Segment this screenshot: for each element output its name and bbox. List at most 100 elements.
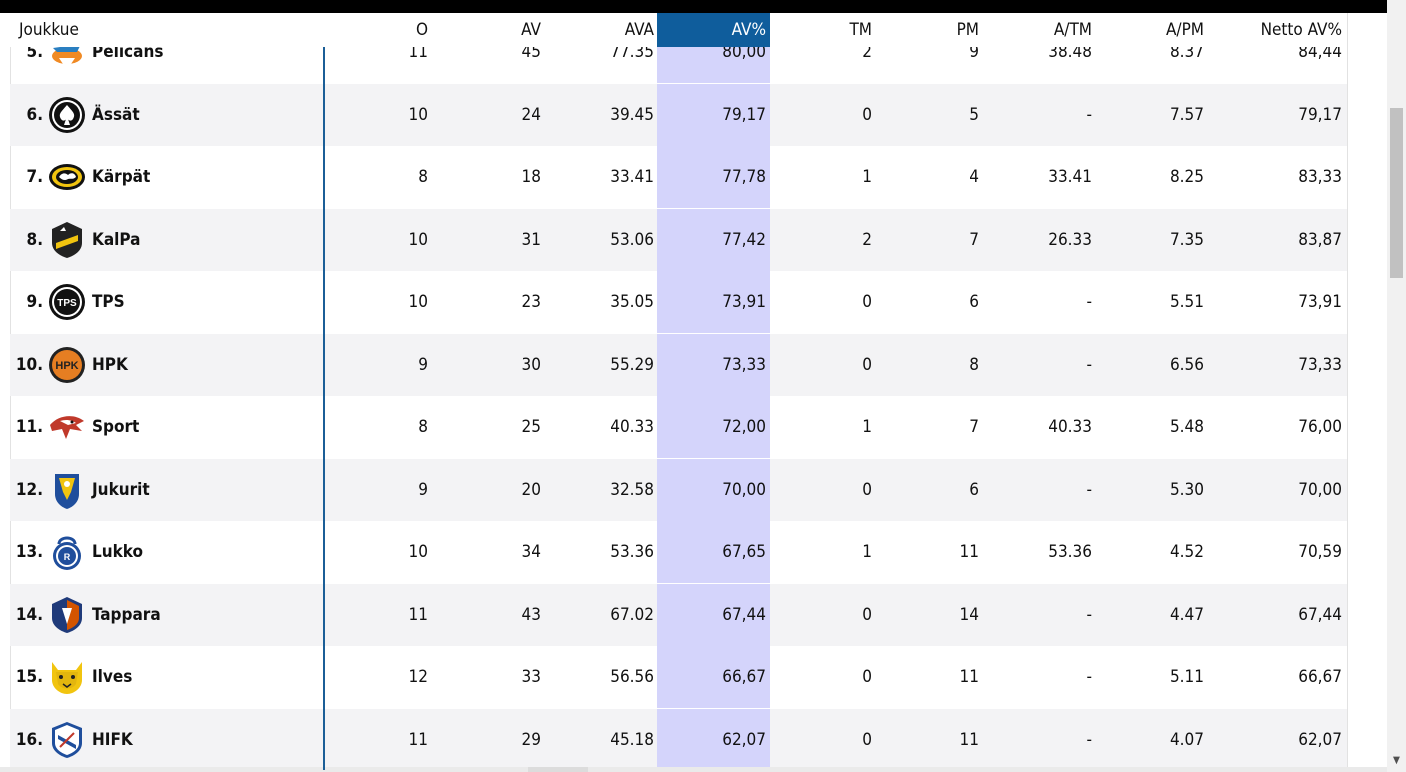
cell-av-percent: 70,00 xyxy=(722,479,766,500)
cell-a-tm: 40.33 xyxy=(1048,417,1092,437)
team-name[interactable]: Ässät xyxy=(92,104,140,125)
rank: 16. xyxy=(15,729,43,750)
cell-a-pm: 4.47 xyxy=(1169,604,1204,625)
tps-logo-icon: TPS xyxy=(47,271,87,333)
cell-av-percent: 67,44 xyxy=(722,604,766,625)
header-a-pm[interactable]: A/PM xyxy=(1165,20,1204,40)
header-tm[interactable]: TM xyxy=(849,20,872,40)
kalpa-logo-icon xyxy=(47,209,87,271)
cell-a-pm: 6.56 xyxy=(1169,354,1204,375)
table-right-border xyxy=(1347,13,1348,770)
cell-pm: 6 xyxy=(969,479,979,500)
team-name[interactable]: KalPa xyxy=(92,229,141,250)
cell-ava: 77.35 xyxy=(610,42,654,62)
vertical-scrollbar[interactable]: ▼ xyxy=(1387,0,1406,772)
header-a-tm[interactable]: A/TM xyxy=(1053,20,1092,40)
cell-netto-av-percent: 62,07 xyxy=(1298,729,1342,750)
cell-netto-av-percent: 79,17 xyxy=(1298,104,1342,125)
cell-pm: 9 xyxy=(969,42,979,62)
cell-a-tm: 26.33 xyxy=(1048,229,1092,250)
cell-a-pm: 5.11 xyxy=(1169,667,1204,687)
cell-av: 43 xyxy=(521,604,541,625)
table-row: 9. TPS TPS 10 23 35.05 73,91 0 6 - 5.51 73,91 xyxy=(10,271,1347,333)
cell-av: 25 xyxy=(521,417,541,437)
assat-logo-icon xyxy=(47,84,87,146)
cell-a-tm: 38.48 xyxy=(1048,42,1092,62)
cell-games: 11 xyxy=(408,42,428,62)
av-percent-highlight xyxy=(657,208,770,271)
rank: 13. xyxy=(15,542,43,562)
team-name[interactable]: HIFK xyxy=(92,729,133,750)
cell-pm: 11 xyxy=(959,667,979,687)
team-name[interactable]: HPK xyxy=(92,354,128,375)
cell-games: 12 xyxy=(408,667,428,687)
jukurit-logo-icon xyxy=(47,459,87,521)
cell-ava: 33.41 xyxy=(610,167,654,187)
cell-av-percent: 72,00 xyxy=(722,417,766,437)
horizontal-scrollbar-thumb[interactable] xyxy=(528,767,588,772)
header-team[interactable]: Joukkue xyxy=(19,20,79,40)
cell-games: 10 xyxy=(408,229,428,250)
cell-tm: 0 xyxy=(862,479,872,500)
cell-tm: 1 xyxy=(862,417,872,437)
header-ava[interactable]: AVA xyxy=(624,20,654,40)
header-netto-av-percent[interactable]: Netto AV% xyxy=(1260,20,1342,40)
cell-a-pm: 8.25 xyxy=(1169,167,1204,187)
cell-pm: 11 xyxy=(959,542,979,562)
cell-tm: 2 xyxy=(862,229,872,250)
team-name[interactable]: TPS xyxy=(92,292,125,312)
av-percent-highlight xyxy=(657,271,770,333)
cell-pm: 7 xyxy=(969,417,979,437)
cell-pm: 4 xyxy=(969,167,979,187)
team-name[interactable]: Tappara xyxy=(92,604,161,625)
team-name[interactable]: Jukurit xyxy=(92,479,150,500)
cell-a-tm: - xyxy=(1086,729,1092,750)
cell-ava: 67.02 xyxy=(610,604,654,625)
cell-a-tm: - xyxy=(1086,479,1092,500)
av-percent-highlight xyxy=(657,583,770,646)
cell-pm: 7 xyxy=(969,229,979,250)
scrollbar-thumb[interactable] xyxy=(1390,108,1403,278)
cell-netto-av-percent: 70,59 xyxy=(1298,542,1342,562)
rank: 10. xyxy=(15,354,43,375)
header-av-percent[interactable]: AV% xyxy=(657,13,770,47)
av-percent-highlight xyxy=(657,333,770,396)
team-column-divider xyxy=(323,47,325,770)
team-name[interactable]: Lukko xyxy=(92,542,144,562)
cell-ava: 35.05 xyxy=(610,292,654,312)
header-pm[interactable]: PM xyxy=(956,20,979,40)
rank: 12. xyxy=(15,479,43,500)
cell-a-tm: - xyxy=(1086,667,1092,687)
cell-av: 29 xyxy=(521,729,541,750)
cell-games: 8 xyxy=(418,167,428,187)
team-name[interactable]: Sport xyxy=(92,417,140,437)
cell-games: 11 xyxy=(408,604,428,625)
team-name[interactable]: Ilves xyxy=(92,667,133,687)
cell-av: 18 xyxy=(521,167,541,187)
table-row: 14. Tappara 11 43 67.02 67,44 0 14 - 4.47 67,44 xyxy=(10,583,1347,646)
cell-tm: 0 xyxy=(862,604,872,625)
cell-pm: 14 xyxy=(959,604,979,625)
header-games[interactable]: O xyxy=(415,20,428,40)
cell-tm: 1 xyxy=(862,542,872,562)
cell-a-pm: 7.57 xyxy=(1169,104,1204,125)
cell-netto-av-percent: 73,91 xyxy=(1298,292,1342,312)
scroll-down-arrow-icon[interactable]: ▼ xyxy=(1393,755,1400,766)
cell-av-percent: 77,42 xyxy=(722,229,766,250)
cell-ava: 55.29 xyxy=(610,354,654,375)
team-name[interactable]: Kärpät xyxy=(92,167,151,187)
cell-pm: 11 xyxy=(959,729,979,750)
cell-av: 24 xyxy=(521,104,541,125)
cell-games: 10 xyxy=(408,542,428,562)
cell-a-tm: 33.41 xyxy=(1048,167,1092,187)
team-name[interactable]: Pelicans xyxy=(92,42,164,62)
cell-av-percent: 62,07 xyxy=(722,729,766,750)
av-percent-highlight xyxy=(657,83,770,146)
cell-ava: 32.58 xyxy=(610,479,654,500)
rank: 9. xyxy=(26,292,43,312)
rank: 5. xyxy=(26,42,43,62)
horizontal-scrollbar[interactable] xyxy=(0,767,1387,772)
hpk-logo-icon: HPK xyxy=(47,334,87,396)
header-av[interactable]: AV xyxy=(521,20,541,40)
cell-av-percent: 73,33 xyxy=(722,354,766,375)
